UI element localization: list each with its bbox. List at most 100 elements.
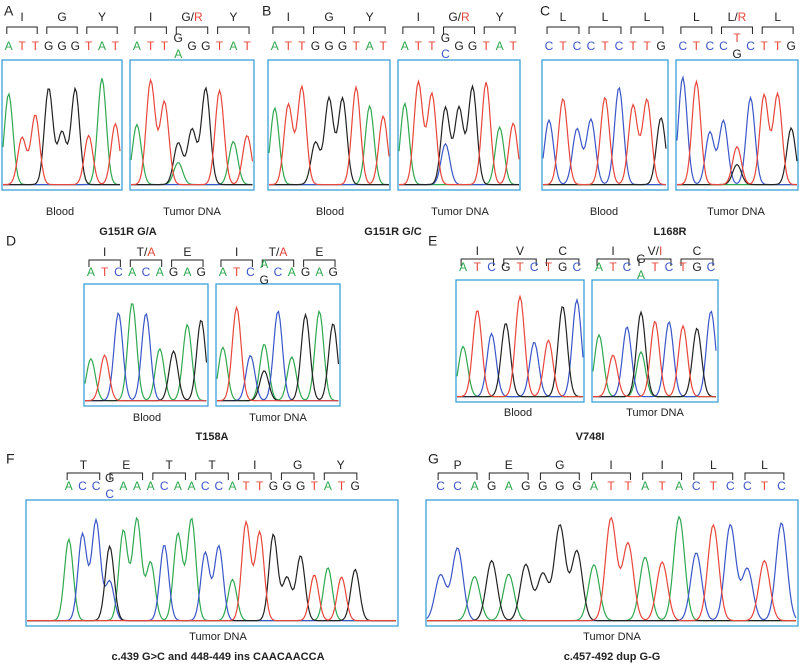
base: T (624, 479, 632, 493)
codon-label: G/R (181, 10, 203, 24)
base: G (328, 265, 337, 279)
codon-bracket (744, 472, 785, 480)
base: G (787, 39, 796, 53)
base: G (196, 265, 205, 279)
base: G (301, 265, 310, 279)
codon-label: I (660, 458, 663, 472)
panel-caption: G151R G/C (364, 226, 422, 238)
base: A (595, 260, 603, 274)
base: C (743, 479, 752, 493)
codon-label: T (80, 458, 88, 472)
codon-bracket (693, 472, 734, 480)
codon-label: V (516, 244, 524, 258)
codon-text: L/ (728, 10, 739, 24)
codon-bracket (596, 258, 630, 266)
codon-label: Y (366, 10, 374, 24)
codon-bracket (721, 26, 753, 34)
codon-bracket (272, 26, 305, 34)
base: A (229, 39, 237, 53)
base: A (459, 260, 467, 274)
chromatogram-box (541, 59, 669, 191)
codon-bracket (238, 472, 272, 480)
trace-T (676, 79, 798, 186)
base: G (269, 479, 278, 493)
codon-bracket (66, 472, 101, 480)
codon-bracket (630, 26, 664, 34)
base: G (338, 39, 347, 53)
base: C (274, 265, 283, 279)
chromatogram-box (215, 283, 341, 407)
panel-caption: T158A (195, 431, 228, 443)
base: T (658, 479, 666, 493)
base: G (324, 39, 333, 53)
codon-bracket (6, 26, 38, 34)
codon-bracket (642, 472, 683, 480)
codon-bracket (545, 258, 580, 266)
base: G (454, 39, 463, 53)
codon-label: G (293, 458, 302, 472)
base: C (246, 265, 255, 279)
trace-G (677, 126, 798, 186)
base: A (228, 479, 236, 493)
trace-G (457, 306, 584, 398)
base: A (5, 39, 13, 53)
trace-G (131, 86, 253, 186)
base: T (338, 479, 346, 493)
codon-bracket (546, 26, 580, 34)
base: G (692, 260, 701, 274)
codon-bracket (220, 259, 253, 267)
base: T (233, 265, 241, 279)
base: A (366, 39, 374, 53)
base-minor: A (637, 268, 645, 282)
base: G (656, 39, 665, 53)
codon-variant: R (461, 10, 470, 24)
codon-label: G (57, 10, 66, 24)
base: G (57, 39, 66, 53)
codon-bracket (488, 472, 529, 480)
base: G (558, 260, 567, 274)
codon-label: T/A (269, 245, 288, 259)
base: A (219, 265, 227, 279)
base-major: A (260, 257, 268, 271)
base: G (296, 479, 305, 493)
codon-bracket (323, 472, 358, 480)
base: A (471, 479, 479, 493)
base: G (169, 265, 178, 279)
trace-T (398, 79, 520, 186)
codon-bracket (129, 259, 163, 267)
codon-bracket (443, 26, 475, 34)
codon-variant: R (194, 10, 203, 24)
base-minor: C (441, 47, 450, 61)
base-minor: G (732, 47, 741, 61)
base: T (609, 260, 617, 274)
base: A (128, 265, 136, 279)
codon-label: G/R (448, 10, 470, 24)
base: C (573, 260, 582, 274)
base: T (482, 39, 490, 53)
chromatogram-box (455, 279, 585, 403)
codon-bracket (280, 472, 315, 480)
base: C (214, 479, 223, 493)
codon-label: L (710, 458, 717, 472)
base-major: G (636, 252, 645, 266)
base-major: G (441, 31, 450, 45)
trace-G (399, 83, 519, 186)
codon-label: E (122, 458, 130, 472)
codon-label: L/R (728, 10, 747, 24)
base: T (428, 39, 436, 53)
base: C (665, 260, 674, 274)
base: T (710, 479, 718, 493)
codon-bracket (483, 26, 516, 34)
base: T (545, 260, 553, 274)
trace-caption: Tumor DNA (163, 206, 221, 218)
panel-caption: c.439 G>C and 448-449 ins CAACAACCA (111, 651, 324, 663)
base: T (761, 479, 769, 493)
codon-bracket (402, 26, 435, 34)
trace-caption: Blood (316, 206, 344, 218)
base: C (201, 479, 210, 493)
base: T (32, 39, 40, 53)
base: A (87, 265, 95, 279)
codon-label: T/A (137, 245, 156, 259)
chromatogram-box (83, 283, 209, 407)
base: T (147, 39, 155, 53)
